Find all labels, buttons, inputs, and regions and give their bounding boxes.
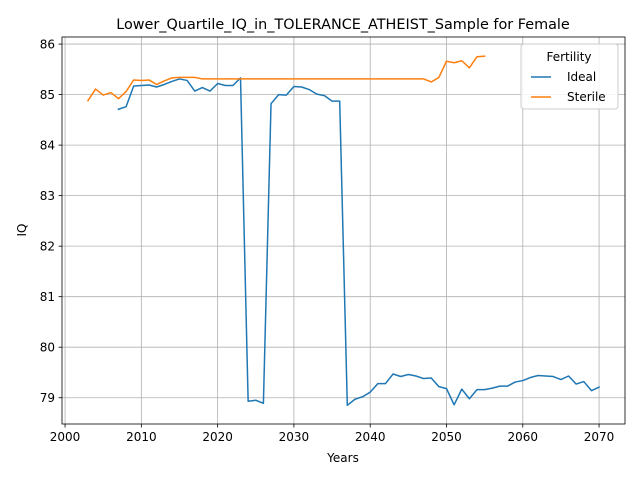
x-tick-label: 2040	[355, 430, 386, 444]
y-tick-label: 79	[40, 391, 55, 405]
y-tick-label: 80	[40, 341, 55, 355]
y-tick-label: 81	[40, 290, 55, 304]
y-tick-label: 82	[40, 239, 55, 253]
x-tick-label: 2070	[584, 430, 615, 444]
legend-label-sterile: Sterile	[567, 90, 606, 104]
x-axis-label: Years	[326, 451, 359, 465]
series-line-sterile	[86, 55, 486, 102]
legend-box	[520, 43, 619, 110]
x-tick-label: 2000	[50, 430, 81, 444]
plot-frame	[61, 36, 626, 425]
x-tick-label: 2030	[279, 430, 310, 444]
legend-label-ideal: Ideal	[567, 70, 596, 84]
legend: Fertility Ideal Sterile	[520, 43, 619, 110]
series-line-ideal	[117, 77, 601, 407]
legend-title: Fertility	[546, 50, 591, 64]
axis-ticks: 2000 2010 2020 2030 2040 2050 2060 2070 79 80 81 82…	[40, 37, 615, 444]
x-tick-label: 2050	[431, 430, 462, 444]
y-tick-label: 83	[40, 189, 55, 203]
y-tick-label: 84	[40, 138, 55, 152]
x-tick-label: 2020	[202, 430, 233, 444]
grid-lines	[62, 37, 625, 424]
x-tick-label: 2060	[508, 430, 539, 444]
y-tick-label: 85	[40, 88, 55, 102]
x-tick-label: 2010	[126, 430, 157, 444]
y-axis-label: IQ	[15, 224, 29, 237]
y-tick-label: 86	[40, 37, 55, 51]
chart-title: Lower_Quartile_IQ_in_TOLERANCE_ATHEIST_S…	[116, 17, 570, 33]
series-lines	[86, 55, 601, 407]
